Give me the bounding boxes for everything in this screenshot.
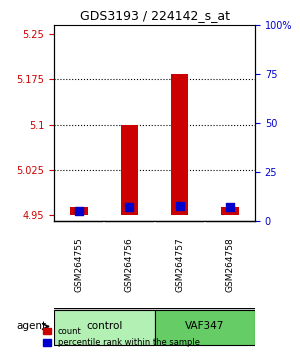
Bar [121,125,138,215]
Bar [70,207,88,215]
FancyBboxPatch shape [154,310,255,345]
Point [77,209,82,214]
Text: GSM264756: GSM264756 [125,237,134,292]
Bar [171,74,188,215]
FancyBboxPatch shape [54,310,154,345]
Text: GSM264757: GSM264757 [175,237,184,292]
Text: agent: agent [16,321,46,331]
Point [227,205,232,210]
Text: control: control [86,321,122,331]
Bar [221,207,239,215]
Text: VAF347: VAF347 [185,321,224,331]
Point [127,205,132,210]
Legend: count, percentile rank within the sample: count, percentile rank within the sample [40,324,202,350]
Point [177,204,182,209]
Text: GSM264755: GSM264755 [75,237,84,292]
Text: GSM264758: GSM264758 [225,237,234,292]
Title: GDS3193 / 224142_s_at: GDS3193 / 224142_s_at [80,9,230,22]
